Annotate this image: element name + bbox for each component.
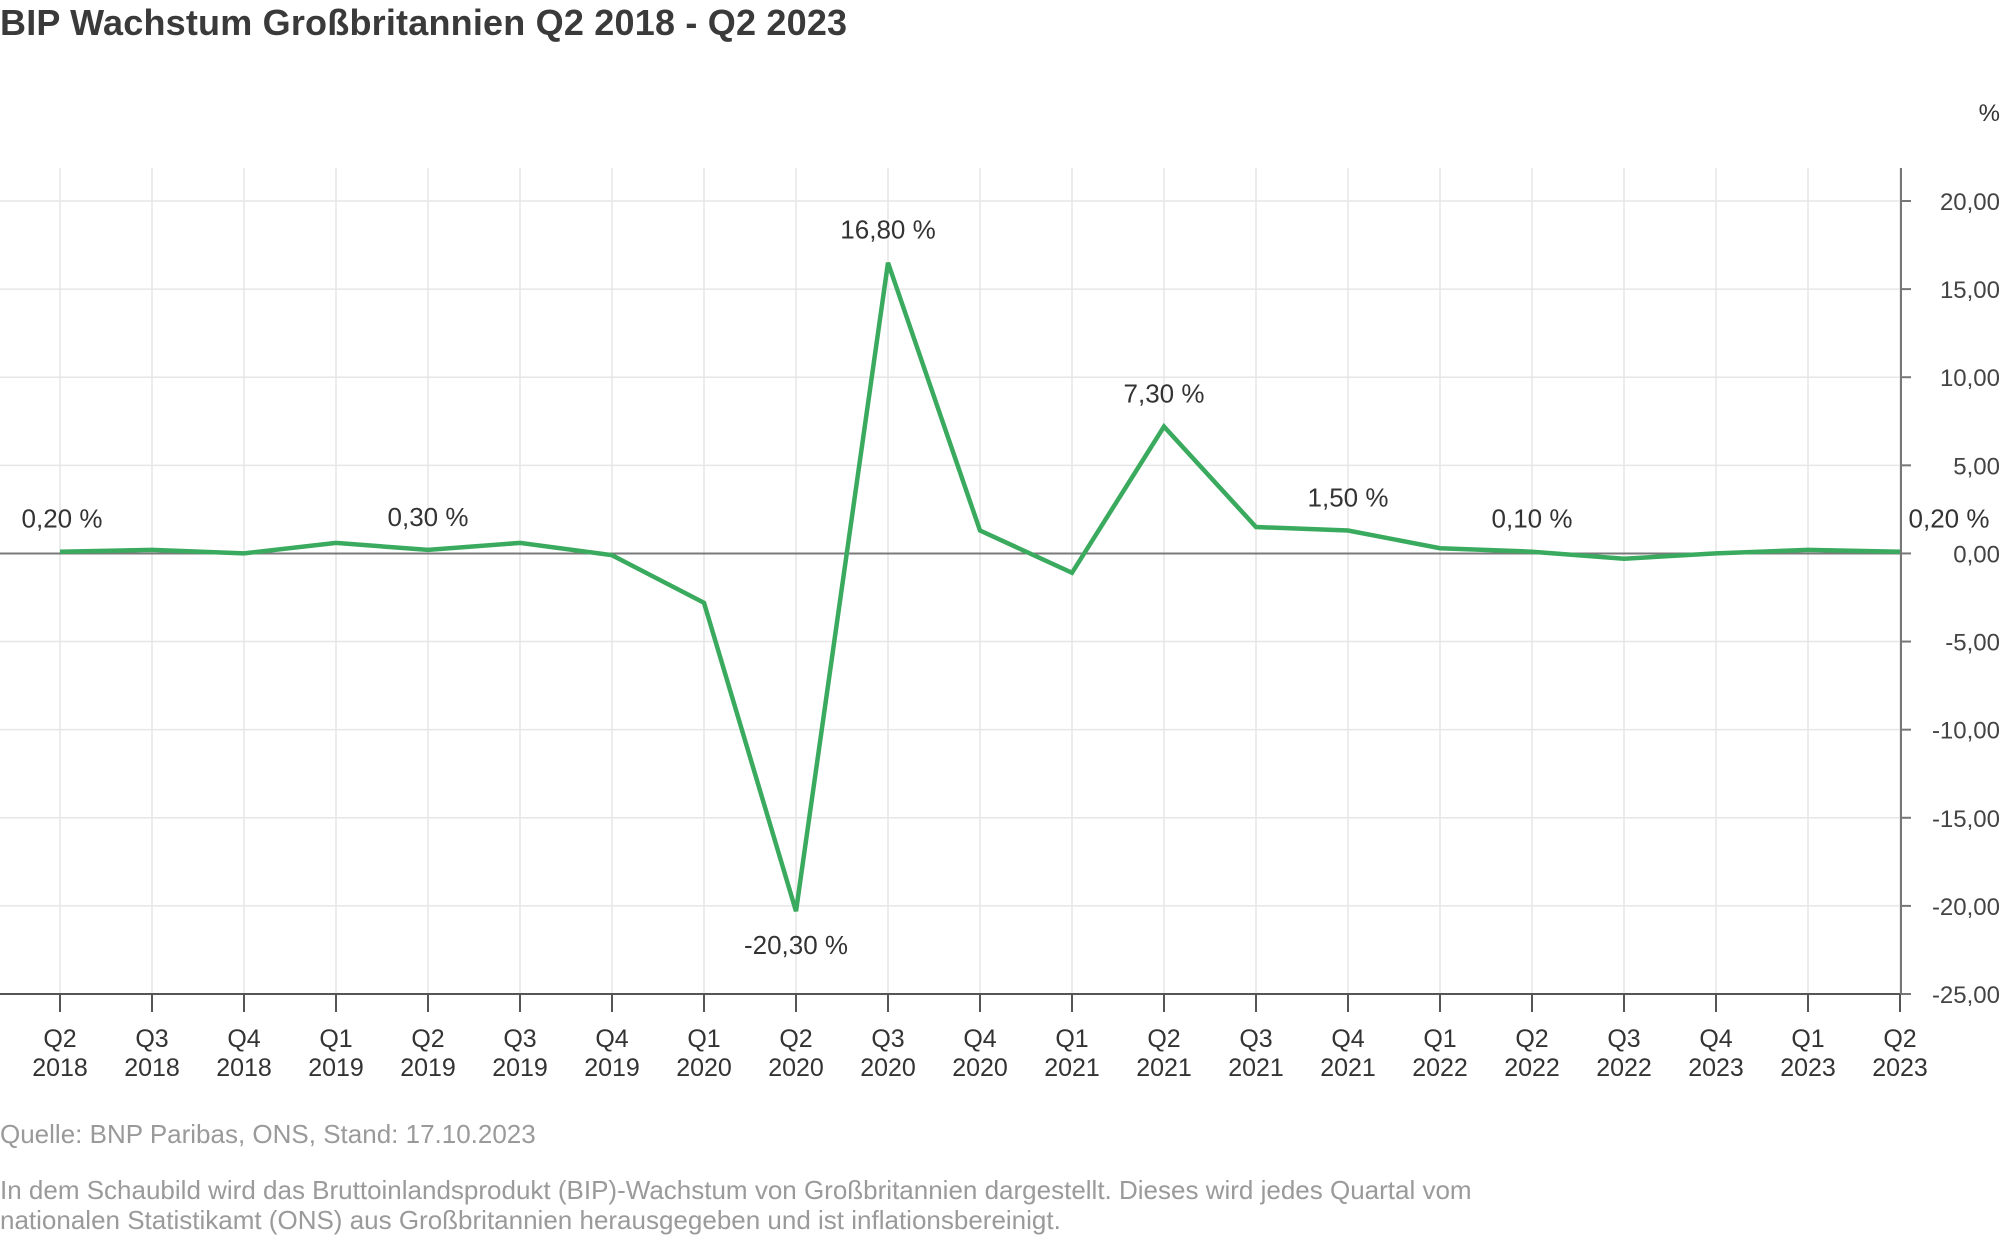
x-tick-label-year: 2023 <box>1780 1054 1836 1082</box>
x-tick-label-quarter: Q1 <box>1423 1025 1456 1053</box>
x-tick-label-year: 2018 <box>216 1054 272 1082</box>
x-tick-label-quarter: Q1 <box>687 1025 720 1053</box>
x-tick-label-quarter: Q2 <box>43 1025 76 1053</box>
x-tick-label-quarter: Q2 <box>1515 1025 1548 1053</box>
x-tick-label-quarter: Q4 <box>595 1025 628 1053</box>
x-tick-label-quarter: Q4 <box>1699 1025 1732 1053</box>
x-tick-label-year: 2020 <box>952 1054 1008 1082</box>
data-label: 0,20 % <box>1909 504 1990 534</box>
x-tick-label-year: 2022 <box>1504 1054 1560 1082</box>
x-tick-label-quarter: Q4 <box>1331 1025 1364 1053</box>
x-tick-label-year: 2022 <box>1596 1054 1652 1082</box>
x-tick-label-year: 2019 <box>492 1054 548 1082</box>
data-label: 0,30 % <box>388 502 469 532</box>
y-tick-label: 20,00 <box>1940 189 2000 216</box>
x-tick-label-quarter: Q3 <box>503 1025 536 1053</box>
y-axis-unit: % <box>1979 100 2000 127</box>
y-tick-label: -20,00 <box>1932 894 2000 921</box>
x-tick-label-quarter: Q1 <box>1791 1025 1824 1053</box>
y-tick-label: 15,00 <box>1940 277 2000 304</box>
chart-title: BIP Wachstum Großbritannien Q2 2018 - Q2… <box>0 2 847 44</box>
data-label: 7,30 % <box>1124 379 1205 409</box>
x-tick-label-quarter: Q3 <box>135 1025 168 1053</box>
y-tick-label: -15,00 <box>1932 806 2000 833</box>
data-label: -20,30 % <box>744 930 848 960</box>
x-tick-label-year: 2020 <box>676 1054 732 1082</box>
x-tick-label-year: 2019 <box>400 1054 456 1082</box>
source-note: Quelle: BNP Paribas, ONS, Stand: 17.10.2… <box>0 1119 536 1149</box>
x-tick-label-year: 2019 <box>584 1054 640 1082</box>
x-tick-label-quarter: Q4 <box>227 1025 260 1053</box>
chart-description: In dem Schaubild wird das Bruttoinlandsp… <box>0 1175 1560 1235</box>
x-tick-label-year: 2021 <box>1320 1054 1376 1082</box>
x-tick-label-quarter: Q2 <box>779 1025 812 1053</box>
x-tick-label-quarter: Q2 <box>1883 1025 1916 1053</box>
x-tick-label-year: 2020 <box>860 1054 916 1082</box>
x-tick-label-year: 2021 <box>1136 1054 1192 1082</box>
x-tick-label-year: 2023 <box>1872 1054 1928 1082</box>
x-tick-label-quarter: Q3 <box>1239 1025 1272 1053</box>
x-tick-label-quarter: Q1 <box>1055 1025 1088 1053</box>
x-tick-label-year: 2023 <box>1688 1054 1744 1082</box>
line-chart: 20,00 15,00 10,00 5,00 0,00 -5,00 -10,00 -15,00… <box>0 0 2000 1110</box>
x-tick-label-quarter: Q1 <box>319 1025 352 1053</box>
x-tick-label-year: 2021 <box>1044 1054 1100 1082</box>
x-tick-label-quarter: Q4 <box>963 1025 996 1053</box>
data-label: 16,80 % <box>840 215 935 245</box>
y-tick-label: -10,00 <box>1932 718 2000 745</box>
x-tick-label-year: 2020 <box>768 1054 824 1082</box>
data-label: 0,10 % <box>1492 504 1573 534</box>
x-tick-label-quarter: Q3 <box>871 1025 904 1053</box>
data-label: 1,50 % <box>1308 483 1389 513</box>
x-tick-label-year: 2018 <box>32 1054 88 1082</box>
x-tick-label-year: 2018 <box>124 1054 180 1082</box>
y-tick-label: 0,00 <box>1953 541 2000 568</box>
y-tick-label: 5,00 <box>1953 453 2000 480</box>
y-tick-label: -25,00 <box>1932 982 2000 1009</box>
x-tick-label-year: 2022 <box>1412 1054 1468 1082</box>
x-tick-label-quarter: Q2 <box>1147 1025 1180 1053</box>
x-tick-label-year: 2019 <box>308 1054 364 1082</box>
x-tick-label-quarter: Q3 <box>1607 1025 1640 1053</box>
x-tick-label-year: 2021 <box>1228 1054 1284 1082</box>
y-tick-label: 10,00 <box>1940 365 2000 392</box>
y-tick-label: -5,00 <box>1945 630 2000 657</box>
data-label: 0,20 % <box>22 504 103 534</box>
x-tick-label-quarter: Q2 <box>411 1025 444 1053</box>
